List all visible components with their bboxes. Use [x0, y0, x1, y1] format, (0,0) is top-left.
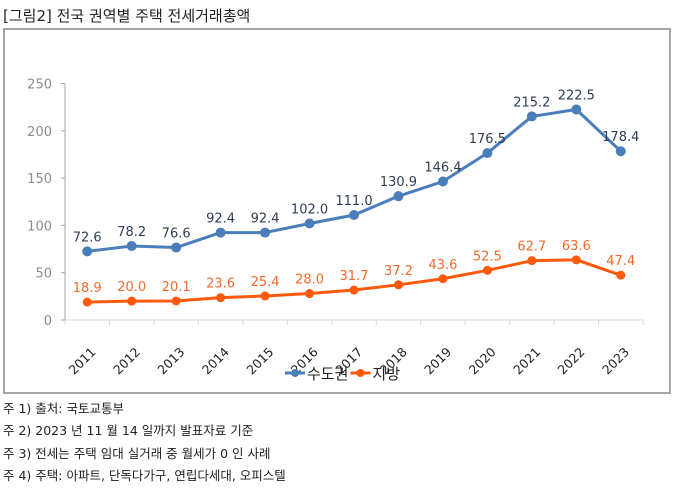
data-label: 72.6 [73, 230, 102, 245]
x-tick-label: 2021 [510, 344, 543, 377]
data-point [126, 241, 137, 252]
data-point [393, 191, 404, 202]
data-point [349, 209, 359, 220]
legend-marker [291, 369, 299, 377]
y-tick-label: 150 [27, 172, 52, 187]
data-label: 47.4 [606, 254, 635, 269]
data-label: 31.7 [340, 269, 369, 284]
data-label: 222.5 [558, 89, 595, 104]
data-point [82, 297, 92, 307]
data-point [571, 255, 581, 265]
data-label: 23.6 [206, 277, 235, 292]
legend-label: 지방 [372, 365, 400, 383]
data-label: 92.4 [251, 212, 280, 227]
data-point [482, 265, 492, 275]
data-label: 146.4 [424, 161, 461, 176]
data-label: 92.4 [206, 212, 235, 227]
data-point [260, 291, 270, 301]
chart-frame [3, 28, 671, 394]
data-point [393, 280, 403, 290]
data-point [349, 285, 359, 295]
y-tick-label: 100 [27, 219, 52, 234]
data-point [571, 104, 582, 115]
note-source: 주 1) 출처: 국토교통부 [3, 401, 124, 416]
data-label: 111.0 [335, 194, 372, 209]
x-tick-label: 2013 [154, 344, 187, 377]
data-point [616, 270, 626, 280]
data-label: 20.0 [117, 280, 146, 295]
y-tick-label: 0 [44, 314, 52, 329]
data-label: 130.9 [380, 175, 417, 190]
data-label: 176.5 [469, 132, 506, 147]
data-point [260, 227, 271, 238]
x-tick-label: 2011 [65, 344, 98, 377]
data-label: 102.0 [291, 203, 328, 218]
data-point [82, 246, 93, 257]
figure-title: [그림2] 전국 권역별 주택 전세거래총액 [3, 7, 251, 25]
data-label: 43.6 [428, 258, 457, 273]
data-label: 52.5 [473, 249, 502, 264]
x-tick-label: 2014 [199, 344, 232, 377]
y-tick-label: 50 [35, 267, 52, 282]
data-label: 78.2 [117, 225, 146, 240]
data-point [615, 146, 626, 157]
data-point [127, 296, 137, 306]
y-tick-label: 200 [27, 125, 52, 140]
data-label: 178.4 [602, 130, 639, 145]
note-definition: 주 3) 전세는 주택 임대 실거래 중 월세가 0 인 사례 [3, 446, 271, 461]
data-label: 215.2 [513, 95, 550, 110]
data-label: 37.2 [384, 264, 413, 279]
x-tick-label: 2015 [243, 344, 276, 377]
data-point [215, 227, 226, 238]
legend-marker [356, 369, 365, 377]
data-label: 76.6 [162, 227, 191, 242]
data-label: 25.4 [251, 275, 280, 290]
y-tick-label: 250 [27, 78, 52, 93]
data-point [305, 289, 315, 299]
x-tick-label: 2020 [466, 344, 499, 377]
data-point [527, 256, 537, 266]
x-tick-label: 2023 [599, 344, 632, 377]
data-label: 62.7 [517, 240, 546, 255]
legend-label: 수도권 [307, 365, 348, 383]
data-label: 20.1 [162, 280, 191, 295]
data-point [171, 296, 181, 306]
data-label: 18.9 [73, 281, 102, 296]
data-label: 63.6 [562, 239, 591, 254]
x-tick-label: 2019 [421, 344, 454, 377]
data-point [216, 293, 226, 303]
data-point [171, 242, 182, 253]
note-date: 주 2) 2023 년 11 월 14 일까지 발표자료 기준 [3, 423, 254, 438]
data-label: 28.0 [295, 273, 324, 288]
x-tick-label: 2022 [555, 344, 588, 377]
x-tick-label: 2012 [110, 344, 143, 377]
data-point [437, 176, 448, 187]
data-point [526, 111, 537, 122]
data-point [482, 148, 493, 159]
note-housing-types: 주 4) 주택: 아파트, 단독다가구, 연립다세대, 오피스텔 [3, 468, 286, 483]
data-point [438, 274, 448, 284]
data-point [304, 218, 315, 229]
